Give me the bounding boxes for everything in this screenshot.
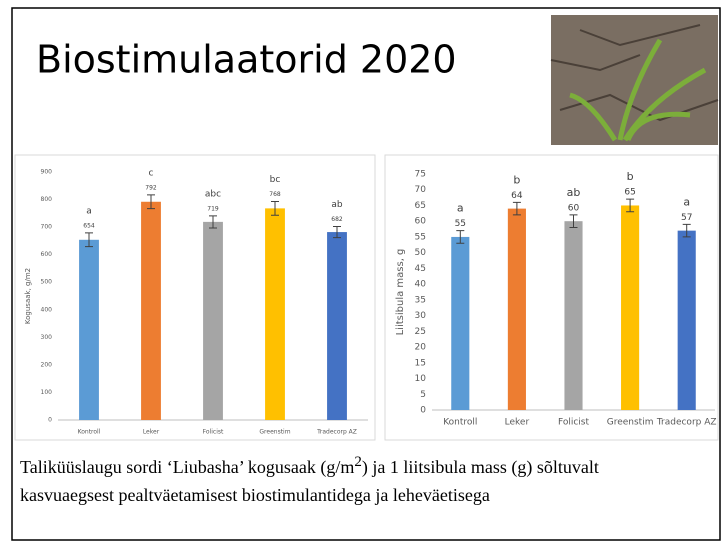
x-tick-label: Leker: [505, 418, 530, 428]
x-tick-label: Greenstim: [259, 429, 290, 436]
error-bar: [209, 215, 217, 229]
value-label: 654: [83, 222, 95, 229]
x-tick-label: Greenstim: [607, 418, 654, 428]
bar: [327, 232, 347, 420]
y-tick-label: 25: [415, 327, 426, 337]
value-label: 682: [331, 216, 343, 223]
bar: [79, 239, 99, 420]
value-label: 768: [269, 191, 281, 198]
y-tick-label: 45: [415, 264, 426, 274]
y-tick-label: 20: [415, 343, 427, 353]
caption: Taliküüslaugu sordi ‘Liubasha’ kogusaak …: [20, 448, 640, 509]
significance-letter: abc: [205, 189, 221, 199]
y-tick-label: 10: [415, 374, 427, 384]
y-tick-label: 70: [415, 185, 427, 195]
error-bar: [271, 200, 279, 216]
significance-letter: b: [627, 170, 634, 183]
error-bar: [569, 214, 578, 228]
slide-title: Biostimulaatorid 2020: [36, 38, 457, 82]
y-tick-label: 35: [415, 295, 426, 305]
y-tick-label: 0: [48, 417, 52, 424]
y-tick-label: 30: [415, 311, 427, 321]
caption-text: Taliküüslaugu sordi ‘Liubasha’ kogusaak …: [20, 457, 355, 477]
y-tick-label: 75: [415, 170, 426, 180]
caption-text: ) ja 1 liitsibula mass (g) sõltuvalt kas…: [20, 457, 599, 505]
significance-letter: a: [683, 195, 690, 208]
value-label: 65: [624, 188, 635, 198]
y-tick-label: 0: [420, 406, 426, 416]
y-tick-label: 900: [41, 169, 53, 176]
y-tick-label: 700: [41, 224, 53, 231]
value-label: 57: [681, 213, 692, 223]
chart-frame: [14, 154, 376, 441]
x-tick-label: Folicist: [203, 429, 224, 436]
y-axis-label: Kogusaak, g/m2: [24, 268, 32, 324]
x-tick-label: Kontroll: [78, 429, 101, 436]
error-bar: [333, 226, 341, 239]
significance-letter: a: [457, 202, 464, 215]
y-axis-label: Liitsibula mass, g: [395, 249, 406, 336]
y-tick-label: 5: [420, 390, 426, 400]
bar: [507, 208, 526, 410]
bar: [564, 221, 583, 410]
value-label: 55: [455, 219, 466, 229]
bar: [141, 201, 161, 420]
y-tick-label: 800: [41, 196, 53, 203]
photo: [550, 15, 719, 145]
error-bar: [626, 198, 635, 213]
y-tick-label: 15: [415, 358, 426, 368]
y-tick-label: 300: [41, 334, 53, 341]
x-tick-label: Folicist: [558, 418, 590, 428]
x-tick-label: Tradecorp AZ: [656, 418, 717, 428]
significance-letter: ab: [567, 186, 581, 199]
error-bar: [682, 223, 691, 238]
y-tick-label: 65: [415, 201, 426, 211]
x-tick-label: Kontroll: [443, 418, 477, 428]
caption-sup: 2: [354, 454, 362, 470]
y-tick-label: 500: [41, 279, 53, 286]
y-tick-label: 400: [41, 306, 53, 313]
y-tick-label: 55: [415, 232, 426, 242]
x-tick-label: Tradecorp AZ: [316, 429, 357, 436]
error-bar: [512, 201, 521, 216]
value-label: 60: [568, 203, 580, 213]
significance-letter: a: [86, 206, 92, 216]
y-tick-label: 100: [41, 389, 53, 396]
bar: [621, 205, 640, 410]
y-tick-label: 60: [415, 217, 427, 227]
value-label: 719: [207, 205, 219, 212]
bar: [677, 230, 696, 410]
significance-letter: ab: [331, 200, 343, 210]
value-label: 64: [511, 191, 523, 201]
error-bar: [456, 230, 465, 244]
value-label: 792: [145, 184, 157, 191]
y-tick-label: 200: [41, 361, 53, 368]
x-tick-label: Leker: [143, 429, 160, 436]
significance-letter: c: [149, 168, 154, 178]
y-tick-label: 50: [415, 248, 427, 258]
y-tick-label: 40: [415, 280, 427, 290]
significance-letter: b: [513, 173, 520, 186]
bar: [451, 236, 470, 410]
error-bar: [85, 232, 93, 248]
significance-letter: bc: [270, 175, 281, 185]
bar: [203, 221, 223, 420]
chart-frame: [384, 154, 719, 441]
error-bar: [147, 194, 155, 210]
bar: [265, 208, 285, 420]
y-tick-label: 600: [41, 251, 53, 258]
